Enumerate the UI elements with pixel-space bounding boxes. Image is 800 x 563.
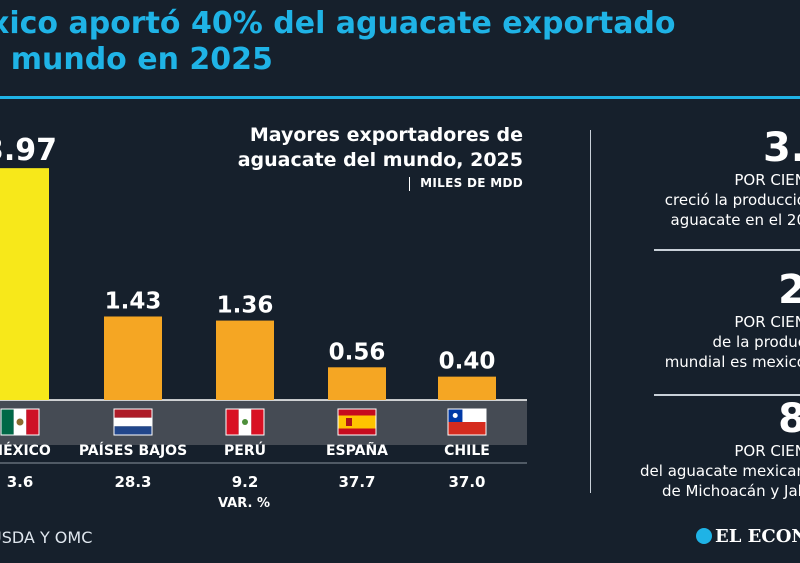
source-note: USDA Y OMC — [0, 528, 93, 547]
stat-1: 3. POR CIEN creció la producció aguacate… — [665, 126, 800, 230]
bar-0 — [0, 168, 49, 400]
stat-3: 8 POR CIEN del aguacate mexican de Micho… — [640, 397, 800, 501]
var-value-4: 37.0 — [448, 473, 485, 491]
bar-1 — [104, 316, 162, 400]
category-label-2: PERÚ — [224, 441, 266, 459]
chile-flag-icon — [447, 408, 487, 436]
category-label-0: MÉXICO — [0, 442, 51, 459]
stat-divider-1 — [654, 249, 800, 251]
units-text: MILES DE MDD — [420, 176, 523, 190]
title-rule — [0, 96, 800, 99]
var-value-2: 9.2 — [232, 473, 259, 491]
category-label-1: PAÍSES BAJOS — [79, 442, 187, 459]
value-label-0: 3.97 — [0, 133, 57, 168]
vertical-divider — [590, 130, 591, 493]
var-value-3: 37.7 — [338, 473, 375, 491]
value-label-3: 0.56 — [329, 339, 386, 365]
mexico-flag-icon — [0, 408, 40, 436]
stat-3-unit: POR CIEN — [734, 442, 800, 460]
category-label-4: CHILE — [444, 443, 490, 459]
chart-title: Mayores exportadores de aguacate del mun… — [237, 124, 523, 171]
brand-text: EL ECONO — [715, 526, 800, 547]
bar-2 — [216, 320, 274, 400]
stat-1-desc-2: aguacate en el 20 — [670, 211, 800, 229]
stat-2-desc-1: de la produc — [712, 333, 800, 351]
bar-4 — [438, 376, 496, 400]
title-line-2: l mundo en 2025 — [0, 42, 273, 77]
value-label-2: 1.36 — [217, 293, 274, 319]
category-label-3: ESPAÑA — [326, 442, 388, 459]
var-value-0: 3.6 — [7, 473, 34, 491]
page-title: xico aportó 40% del aguacate exportado l… — [0, 6, 676, 78]
stat-3-desc-1: del aguacate mexican — [640, 462, 800, 480]
value-label-1: 1.43 — [105, 288, 162, 314]
units-label: MILES DE MDD — [409, 176, 523, 191]
stat-2-unit: POR CIEN — [734, 313, 800, 331]
stat-1-number: 3. — [762, 125, 800, 171]
value-label-4: 0.40 — [439, 349, 496, 375]
stat-2: 2 POR CIEN de la produc mundial es mexic… — [665, 268, 800, 372]
spain-flag-icon — [337, 408, 377, 436]
netherlands-flag-icon — [113, 408, 153, 436]
title-line-1: xico aportó 40% del aguacate exportado — [0, 6, 676, 41]
peru-flag-icon — [225, 408, 265, 436]
stat-divider-2 — [654, 394, 800, 396]
var-value-1: 28.3 — [114, 473, 151, 491]
stat-1-unit: POR CIEN — [734, 171, 800, 189]
stat-3-number: 8 — [778, 396, 800, 442]
brand-logo: EL ECONO — [696, 526, 800, 547]
bar-chart: 3.97 MÉXICO 3.6 1.43 PAÍSES BAJOS 28.3 1.36 PER… — [0, 133, 527, 491]
var-label: VAR. % — [218, 496, 270, 511]
stat-1-desc-1: creció la producció — [664, 191, 800, 209]
bar-3 — [328, 367, 386, 400]
stat-2-desc-2: mundial es mexico — [664, 353, 800, 371]
stat-3-desc-2: de Michoacán y Jali — [661, 482, 800, 500]
globe-icon — [696, 528, 712, 544]
stat-2-number: 2 — [778, 267, 800, 313]
